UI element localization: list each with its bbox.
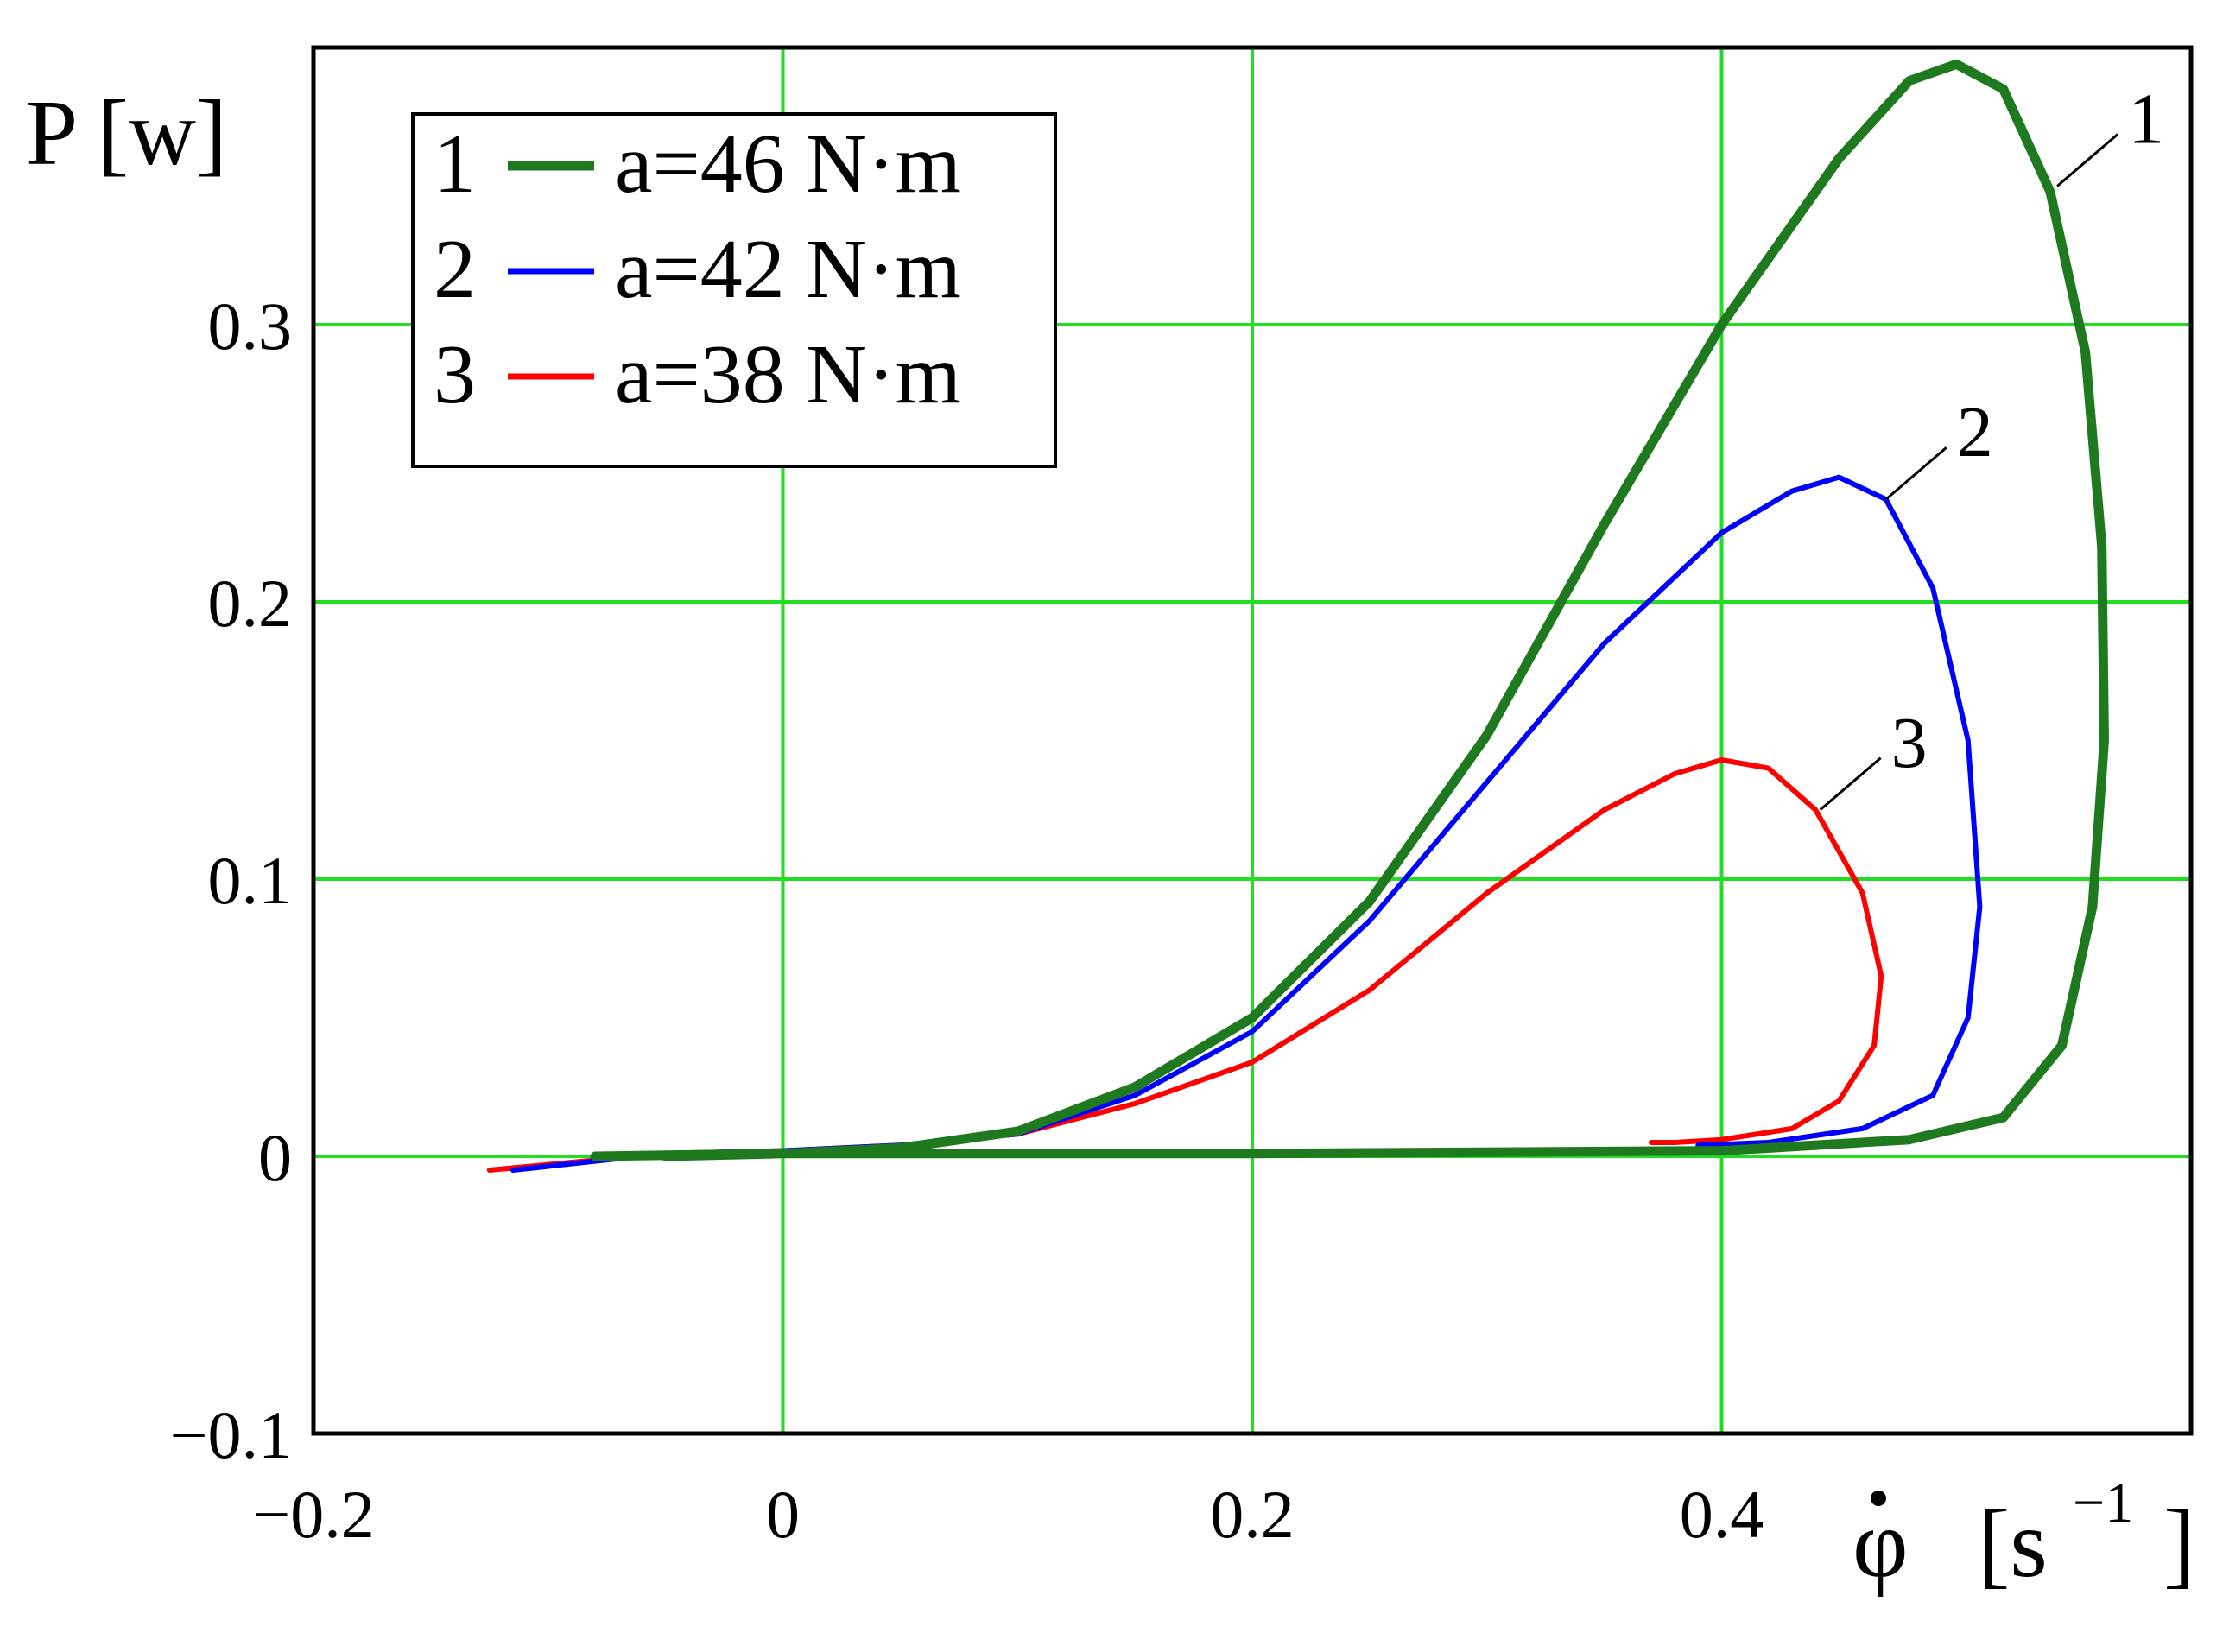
x-axis-unit-exponent: −1 (2073, 1472, 2133, 1535)
curve-label-2: 2 (1957, 392, 1993, 472)
curve-leader-3 (1819, 756, 1882, 811)
legend-label-2: a=42 N·m (615, 223, 961, 316)
y-axis-title: P [w] (26, 82, 227, 185)
plot-frame (311, 45, 2194, 1436)
x-axis-symbol: φ (1852, 1491, 1909, 1598)
curve-leader-2 (1884, 446, 1947, 501)
x-tick-label-1: 0 (766, 1477, 800, 1552)
x-axis-title: φ [s −1 ] (1852, 1472, 2195, 1598)
curve-leader-1 (2056, 133, 2119, 187)
x-axis-unit-open: [s (1978, 1491, 2048, 1598)
legend-number-1: 1 (434, 117, 476, 211)
series-layer (486, 59, 2109, 1173)
x-tick-label-0: −0.2 (252, 1477, 375, 1552)
legend-number-2: 2 (434, 223, 476, 316)
y-tick-label-1: 0 (258, 1120, 292, 1195)
y-tick-label-0: −0.1 (170, 1397, 293, 1472)
legend-box (411, 112, 1057, 468)
x-axis-unit-close: ] (2163, 1491, 2195, 1598)
tick-labels: −0.2 0 0.2 0.4 −0.1 0 0.1 0.2 0.3 (170, 288, 1764, 1552)
x-axis-dot-accent (1871, 1491, 1886, 1506)
legend-number-3: 3 (434, 328, 476, 421)
curve-label-1: 1 (2128, 79, 2164, 160)
x-tick-label-2: 0.2 (1210, 1477, 1295, 1552)
y-tick-label-2: 0.1 (208, 843, 293, 918)
series-line-1 (590, 59, 2109, 1161)
curve-label-3: 3 (1891, 703, 1928, 783)
y-tick-label-4: 0.3 (208, 288, 293, 364)
legend-label-1: a=46 N·m (615, 117, 961, 211)
legend-label-3: a=38 N·m (615, 328, 961, 421)
legend: 1 a=46 N·m 2 a=42 N·m 3 a=38 N·m (411, 112, 1057, 468)
x-tick-label-3: 0.4 (1680, 1477, 1764, 1552)
curve-labels: 1 2 3 (1819, 79, 2164, 811)
y-tick-label-3: 0.2 (208, 566, 293, 641)
